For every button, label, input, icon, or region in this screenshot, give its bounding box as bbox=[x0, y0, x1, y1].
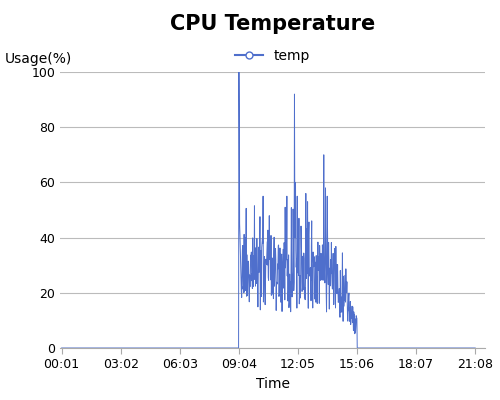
X-axis label: Time: Time bbox=[256, 377, 290, 391]
Legend: temp: temp bbox=[230, 43, 316, 68]
Text: Usage(%): Usage(%) bbox=[5, 52, 72, 66]
Y-axis label: Usage(%): Usage(%) bbox=[0, 399, 1, 400]
Title: CPU Temperature: CPU Temperature bbox=[170, 14, 375, 34]
